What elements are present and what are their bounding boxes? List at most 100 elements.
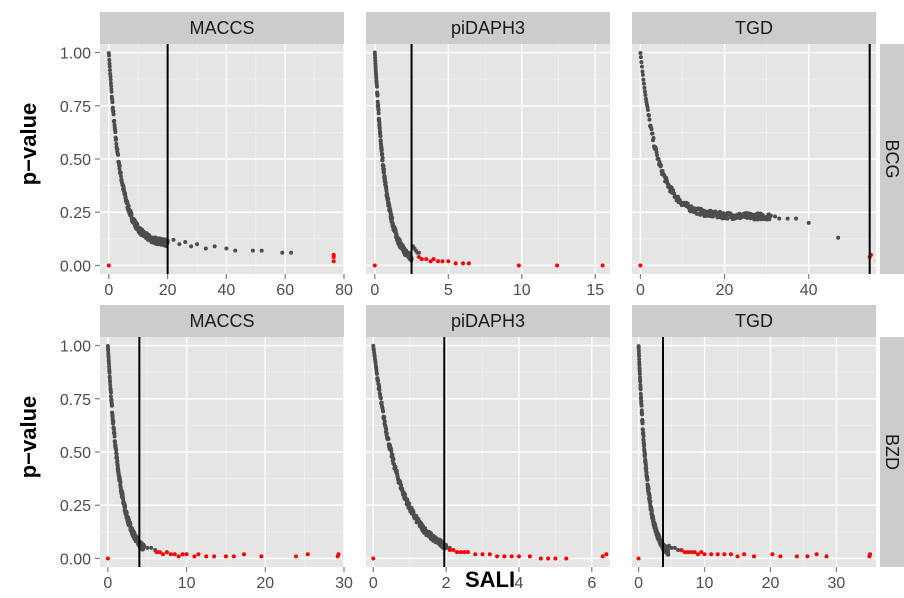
data-point <box>171 238 175 242</box>
data-point <box>649 127 653 131</box>
highlight-point <box>539 556 543 560</box>
data-point <box>652 136 656 140</box>
highlight-point <box>420 257 424 261</box>
highlight-point <box>224 554 228 558</box>
data-point <box>145 546 149 550</box>
data-point <box>107 58 111 62</box>
data-point <box>112 112 116 116</box>
data-point <box>183 240 187 244</box>
x-tick-label: 0 <box>369 575 378 592</box>
data-point <box>195 242 199 246</box>
data-point <box>640 65 644 69</box>
data-point <box>189 244 193 248</box>
data-point <box>289 251 293 255</box>
highlight-point <box>637 556 641 560</box>
data-point <box>638 51 642 55</box>
y-tick-label: 0.50 <box>60 445 91 462</box>
highlight-point <box>716 552 720 556</box>
panel-bzd-tgd: TGD0 10 20 30BZD <box>632 305 904 592</box>
data-point <box>407 502 411 506</box>
x-tick-label: 5 <box>444 282 453 299</box>
data-point <box>666 553 670 557</box>
x-tick-label: 0 <box>370 282 379 299</box>
highlight-point <box>259 554 263 558</box>
data-point <box>641 78 645 82</box>
data-point <box>119 171 123 175</box>
data-point <box>123 504 127 508</box>
x-tick-label: 10 <box>696 575 714 592</box>
x-tick-label: 4 <box>515 575 524 592</box>
highlight-point <box>424 257 428 261</box>
highlight-point <box>703 552 707 556</box>
highlight-point <box>546 556 550 560</box>
data-point <box>113 130 117 134</box>
data-point <box>641 73 645 77</box>
data-point <box>110 100 114 104</box>
data-point <box>385 431 389 435</box>
data-point <box>113 435 117 439</box>
highlight-point <box>693 550 697 554</box>
data-point <box>726 217 730 221</box>
highlight-point <box>196 552 200 556</box>
highlight-point <box>440 259 444 263</box>
highlight-point <box>165 550 169 554</box>
x-axis-title: SALI <box>465 567 515 592</box>
panel-bcg-tgd: TGD0 20 40BCG <box>632 12 904 299</box>
data-point <box>639 399 643 403</box>
highlight-point <box>242 552 246 556</box>
data-point <box>111 106 115 110</box>
y-axis-title-bottom: p−value <box>16 396 41 479</box>
highlight-point <box>495 554 499 558</box>
data-point <box>108 371 112 375</box>
data-point <box>376 379 380 383</box>
data-point <box>116 153 120 157</box>
panel-bzd-pidaph3: piDAPH3 0 2 4 6 <box>366 305 610 592</box>
highlight-point <box>455 550 459 554</box>
highlight-point <box>736 554 740 558</box>
data-point <box>110 90 114 94</box>
x-tick-label: 40 <box>800 282 818 299</box>
highlight-point <box>169 552 173 556</box>
highlight-point <box>436 259 440 263</box>
data-point <box>127 204 131 208</box>
highlight-point <box>371 556 375 560</box>
x-tick-label: 20 <box>159 282 177 299</box>
data-point <box>149 546 153 550</box>
highlight-point <box>564 556 568 560</box>
data-point <box>773 215 777 219</box>
data-point <box>109 78 113 82</box>
data-point <box>647 487 651 491</box>
data-point <box>378 134 382 138</box>
data-point <box>110 403 114 407</box>
highlight-point <box>815 552 819 556</box>
highlight-point <box>553 556 557 560</box>
highlight-point <box>601 263 605 267</box>
highlight-point <box>448 548 452 552</box>
y-tick-label: 0.00 <box>60 258 91 275</box>
column-strip-label: TGD <box>735 18 773 38</box>
highlight-point <box>528 554 532 558</box>
highlight-point <box>173 552 177 556</box>
highlight-point <box>488 552 492 556</box>
data-point <box>280 251 284 255</box>
data-point <box>648 496 652 500</box>
highlight-point <box>432 257 436 261</box>
y-tick-label: 1.00 <box>60 46 91 63</box>
column-strip-label: MACCS <box>189 311 254 331</box>
data-point <box>655 153 659 157</box>
highlight-point <box>729 552 733 556</box>
data-point <box>177 242 181 246</box>
column-strip-label: MACCS <box>189 18 254 38</box>
highlight-point <box>517 263 521 267</box>
highlight-point <box>451 548 455 552</box>
y-tick-label: 0.75 <box>60 99 91 116</box>
x-tick-label: 20 <box>256 575 274 592</box>
data-point <box>643 453 647 457</box>
highlight-point <box>778 554 782 558</box>
x-tick-label: 0 <box>636 282 645 299</box>
data-point <box>383 419 387 423</box>
data-point <box>382 170 386 174</box>
highlight-point <box>709 552 713 556</box>
x-tick-label: 20 <box>762 575 780 592</box>
